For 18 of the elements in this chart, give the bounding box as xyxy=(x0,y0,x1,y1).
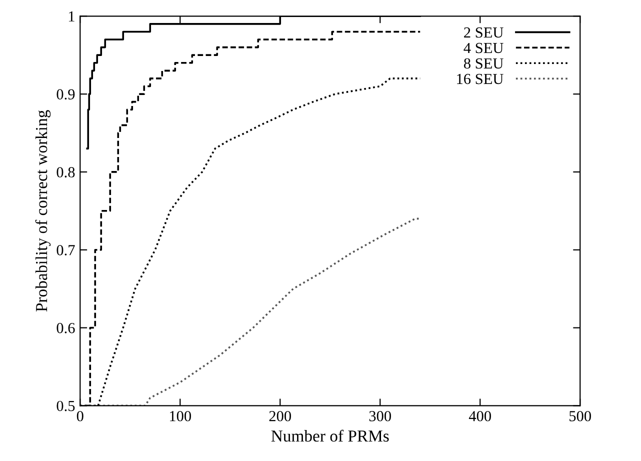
x-tick-label: 300 xyxy=(369,410,391,422)
x-axis-title: Number of PRMs xyxy=(271,430,389,442)
y-axis-title: Probability of correct working xyxy=(35,110,51,312)
y-tick-label: 0.6 xyxy=(56,322,75,334)
y-tick-label: 0.9 xyxy=(56,89,75,100)
x-tick-label: 500 xyxy=(570,410,591,422)
legend-label: 8 SEU xyxy=(464,58,504,69)
legend-label: 2 SEU xyxy=(464,27,504,38)
y-tick-label: 1 xyxy=(68,11,74,22)
x-tick-label: 0 xyxy=(76,410,84,422)
x-tick-label: 200 xyxy=(269,410,291,422)
y-tick-label: 0.7 xyxy=(56,245,75,256)
y-tick-label: 0.5 xyxy=(56,400,75,412)
legend-label: 4 SEU xyxy=(464,42,504,54)
x-tick-label: 400 xyxy=(468,410,491,422)
legend-label: 16 SEU xyxy=(457,74,504,84)
y-tick-label: 0.8 xyxy=(56,167,75,178)
x-tick-label: 100 xyxy=(170,410,191,422)
